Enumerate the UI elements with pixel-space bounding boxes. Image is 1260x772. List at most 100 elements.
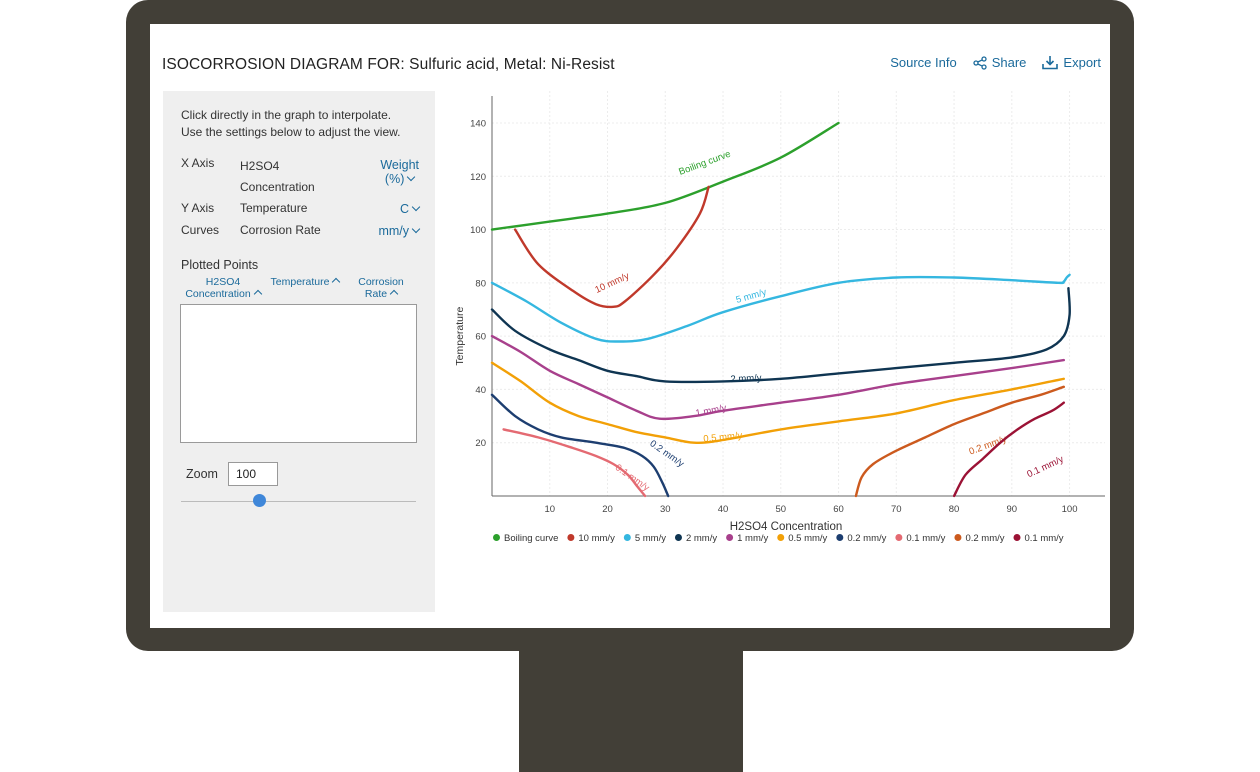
y-axis-title: Temperature — [454, 307, 466, 366]
x-axis-setting: X Axis H2SO4 Concentration Weight (%) — [181, 156, 419, 198]
x-axis-unit-dropdown[interactable]: Weight (%) — [380, 158, 419, 186]
col-rate-line2: Rate — [364, 288, 388, 300]
x-axis-value-line1: H2SO4 — [240, 159, 280, 173]
x-axis-label: X Axis — [181, 156, 215, 170]
chevron-up-icon — [389, 289, 399, 299]
curve-label-boiling-curve: Boiling curve — [677, 149, 732, 178]
x-tick-label: 50 — [775, 504, 786, 515]
series-line-0-1-mm-y[interactable] — [502, 428, 647, 498]
zoom-input[interactable] — [228, 462, 278, 486]
legend-marker[interactable] — [726, 534, 734, 541]
series-line-5-mm-y[interactable] — [490, 273, 1071, 343]
series-line-0-2-mm-y-high-conc[interactable] — [854, 385, 1065, 498]
series-line-2-mm-y[interactable] — [490, 287, 1071, 384]
x-axis-unit-line2: (%) — [384, 172, 405, 186]
legend-marker[interactable] — [493, 534, 500, 541]
chevron-down-icon — [411, 202, 421, 212]
series-line-0-1-mm-y-high-conc[interactable] — [952, 401, 1065, 498]
legend-label[interactable]: 0.2 mm/y — [965, 533, 1004, 544]
y-axis-unit: C — [399, 202, 409, 216]
legend-label[interactable]: 1 mm/y — [737, 533, 768, 544]
zoom-slider-track[interactable] — [181, 501, 416, 502]
series-line-1-mm-y[interactable] — [490, 334, 1065, 421]
y-tick-label: 60 — [475, 332, 486, 343]
legend-label[interactable]: 0.1 mm/y — [906, 533, 945, 544]
col-temperature: Temperature — [270, 276, 330, 288]
y-axis-setting: Y Axis Temperature C — [181, 200, 421, 218]
curves-unit-dropdown[interactable]: mm/y — [378, 224, 421, 238]
curves-setting: Curves Corrosion Rate mm/y — [181, 222, 421, 240]
legend-marker[interactable] — [1013, 534, 1021, 541]
x-axis-value-line2: Concentration — [240, 180, 315, 194]
legend-label[interactable]: 0.1 mm/y — [1025, 533, 1064, 544]
zoom-label: Zoom — [186, 467, 218, 481]
y-axis-value: Temperature — [240, 201, 308, 215]
x-axis-value: H2SO4 Concentration — [240, 156, 315, 198]
col-concentration-line2: Concentration — [185, 288, 251, 300]
chevron-up-icon — [253, 289, 262, 299]
x-tick-label: 90 — [1007, 504, 1018, 515]
help-line-2: Use the settings below to adjust the vie… — [181, 125, 401, 139]
legend-marker[interactable] — [623, 534, 631, 541]
isocorrosion-chart[interactable]: 10 20 30 40 50 60 70 80 90 100 20 40 60 80 100 120 140 H2… — [445, 91, 1105, 571]
plotted-points-title: Plotted Points — [181, 258, 259, 272]
x-tick-label: 40 — [718, 504, 729, 515]
y-tick-label: 120 — [470, 172, 486, 183]
legend-label[interactable]: 0.2 mm/y — [847, 533, 886, 544]
download-icon — [1042, 56, 1059, 70]
plotted-points-list[interactable] — [180, 304, 417, 443]
share-button[interactable]: Share — [973, 55, 1027, 70]
settings-panel: Click directly in the graph to interpola… — [163, 91, 435, 612]
y-axis-unit-dropdown[interactable]: C — [399, 202, 421, 216]
legend-label[interactable]: 5 mm/y — [635, 533, 666, 544]
x-tick-label: 30 — [660, 504, 671, 515]
x-tick-label: 70 — [891, 504, 902, 515]
x-tick-label: 10 — [544, 504, 555, 515]
sort-temperature-header[interactable]: Temperature — [264, 276, 346, 288]
legend-marker[interactable] — [777, 534, 785, 541]
zoom-slider-thumb[interactable] — [252, 494, 266, 507]
sort-concentration-header[interactable]: H2SO4 Concentration — [181, 276, 265, 300]
y-tick-label: 140 — [470, 118, 486, 129]
curves-value: Corrosion Rate — [240, 223, 321, 237]
x-tick-label: 100 — [1062, 504, 1078, 515]
curves-label: Curves — [181, 223, 220, 237]
chevron-down-icon — [407, 172, 416, 182]
legend-label[interactable]: 2 mm/y — [686, 533, 717, 544]
legend-marker[interactable] — [954, 534, 962, 541]
legend-label[interactable]: Boiling curve — [504, 533, 558, 544]
col-concentration-line1: H2SO4 — [205, 276, 241, 288]
curve-label-0-1-mm-y: 0.1 mm/y — [613, 462, 652, 494]
source-info-link[interactable]: Source Info — [890, 55, 957, 70]
curve-label-0-1-mm-y-high-conc: 0.1 mm/y — [1025, 454, 1065, 480]
x-tick-label: 60 — [833, 504, 844, 515]
legend-label[interactable]: 10 mm/y — [578, 533, 615, 544]
legend-marker[interactable] — [567, 534, 575, 541]
curve-label-0-5-mm-y: 0.5 mm/y — [703, 430, 743, 445]
series-line-0-2-mm-y[interactable] — [490, 393, 670, 498]
y-tick-label: 100 — [470, 225, 486, 236]
series-line-boiling-curve[interactable] — [490, 121, 840, 231]
screen: ISOCORROSION DIAGRAM FOR: Sulfuric acid,… — [150, 24, 1110, 628]
export-label: Export — [1063, 55, 1101, 70]
y-tick-label: 80 — [475, 278, 486, 289]
legend-marker[interactable] — [895, 534, 903, 541]
x-axis-unit-line1: Weight — [380, 158, 419, 172]
share-icon — [973, 55, 987, 70]
export-button[interactable]: Export — [1042, 55, 1101, 70]
monitor-stand — [519, 651, 743, 772]
series-line-0-5-mm-y[interactable] — [490, 361, 1065, 445]
col-rate-line1: Corrosion — [358, 276, 404, 288]
curve-label-2-mm-y: 2 mm/y — [730, 373, 762, 385]
series-line-10-mm-y[interactable] — [513, 185, 710, 309]
help-line-1: Click directly in the graph to interpola… — [181, 108, 392, 122]
share-label: Share — [991, 55, 1027, 70]
top-actions: Source Info Share Export — [890, 55, 1101, 70]
y-tick-label: 20 — [475, 438, 486, 449]
legend-marker[interactable] — [836, 534, 844, 541]
legend-marker[interactable] — [674, 534, 682, 541]
curves-unit: mm/y — [378, 224, 409, 238]
sort-rate-header[interactable]: Corrosion Rate — [350, 276, 412, 300]
x-tick-label: 20 — [602, 504, 613, 515]
legend-label[interactable]: 0.5 mm/y — [788, 533, 827, 544]
